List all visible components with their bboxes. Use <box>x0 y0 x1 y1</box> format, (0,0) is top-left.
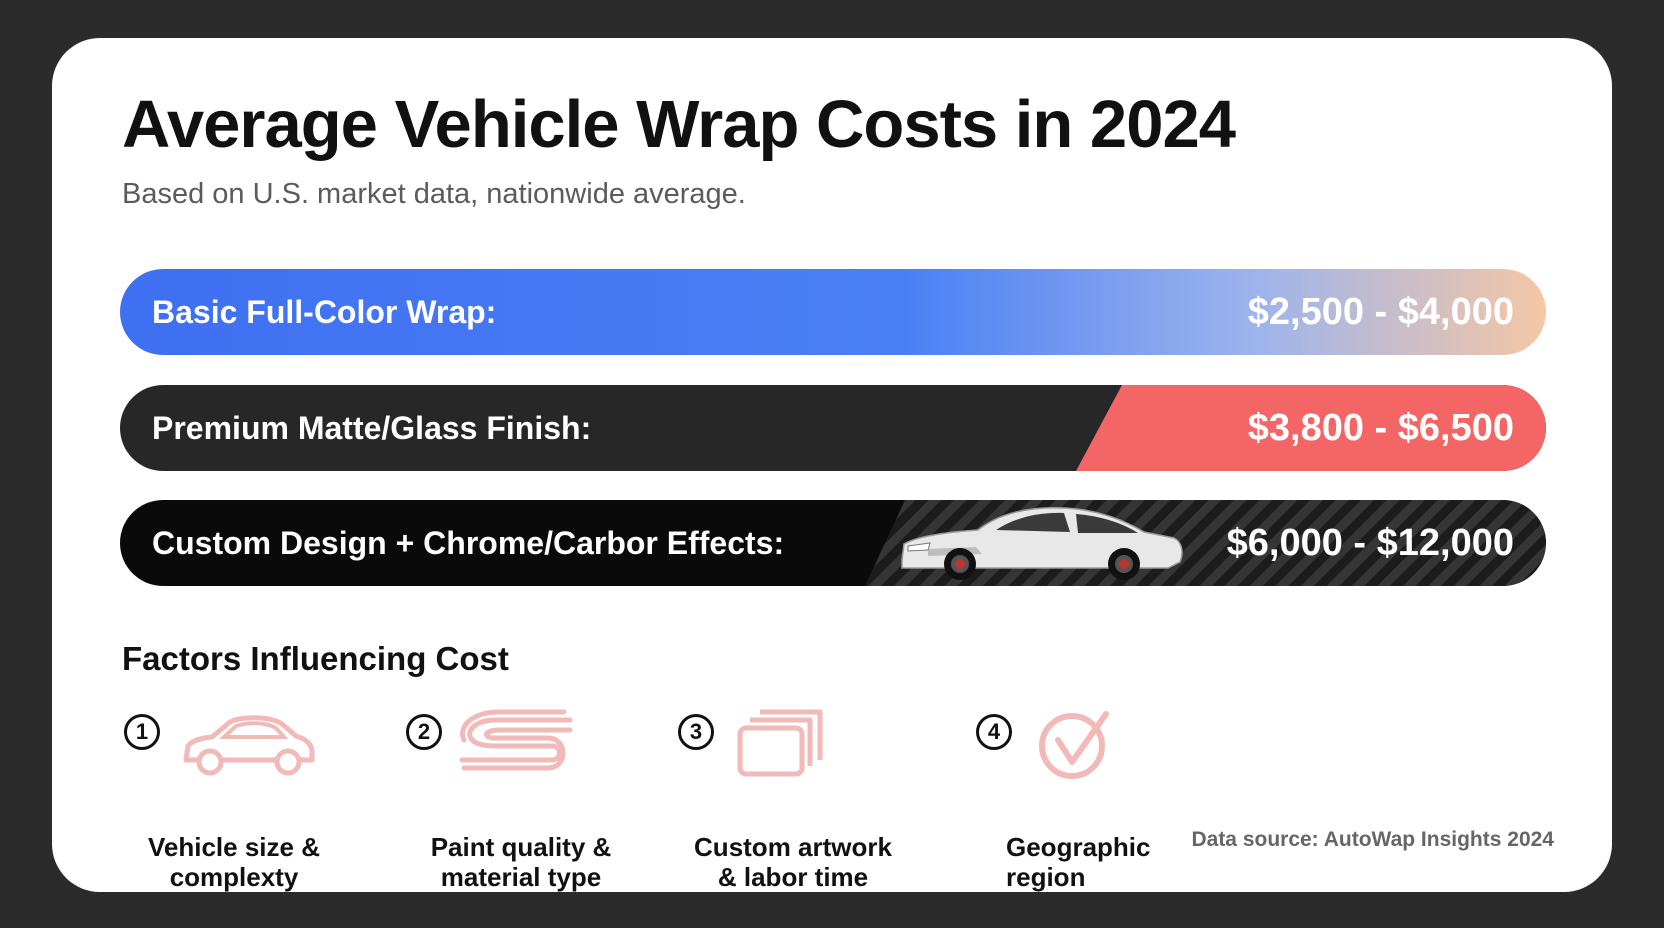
tier-price: $3,800 - $6,500 <box>1247 407 1514 449</box>
data-source-note: Data source: AutoWap Insights 2024 <box>1191 828 1554 851</box>
factor-item: 1 Vehicle size & complexty <box>124 706 344 892</box>
page-subtitle: Based on U.S. market data, nationwide av… <box>122 178 746 210</box>
factor-number: 3 <box>678 714 714 750</box>
premium-accent-shape <box>1076 385 1546 471</box>
page-title: Average Vehicle Wrap Costs in 2024 <box>122 87 1236 162</box>
tier-label: Premium Matte/Glass Finish: <box>152 410 592 446</box>
factor-item: 2 Paint quality & material type <box>406 706 626 892</box>
factor-item: 4 Geographic region <box>976 706 1196 892</box>
car-outline-icon <box>183 715 315 776</box>
factor-label-line: complexty <box>169 862 299 892</box>
tier-label: Custom Design + Chrome/Carbor Effects: <box>152 525 785 561</box>
factor-label: Custom artwork & labor time <box>678 832 908 892</box>
infographic-card: Average Vehicle Wrap Costs in 2024 Based… <box>52 38 1612 892</box>
tier-bar-premium: Premium Matte/Glass Finish: $3,800 - $6,… <box>120 385 1546 471</box>
factor-label-line: & labor time <box>717 862 869 892</box>
tier-label: Basic Full-Color Wrap: <box>152 294 497 330</box>
factor-label: Paint quality & material type <box>406 832 636 892</box>
tier-bar-custom: Custom Design + Chrome/Carbor Effects: $… <box>120 500 1546 586</box>
tier-bar-basic: Basic Full-Color Wrap: $2,500 - $4,000 <box>120 269 1546 355</box>
factor-label: Vehicle size & complexty <box>124 832 344 892</box>
factor-label-line: Paint quality & <box>430 832 612 862</box>
factor-label: Geographic region <box>1006 832 1151 892</box>
factor-label-line: region <box>1006 862 1086 892</box>
layers-icon <box>737 709 823 777</box>
location-check-icon <box>1039 711 1109 779</box>
factor-label-line: material type <box>440 862 602 892</box>
factors-heading: Factors Influencing Cost <box>122 640 509 677</box>
tier-price: $6,000 - $12,000 <box>1226 522 1514 564</box>
factor-number: 1 <box>124 714 160 750</box>
factor-number: 2 <box>406 714 442 750</box>
factor-label-line: Vehicle size & <box>148 832 320 862</box>
factor-label-line: Custom artwork <box>694 832 892 862</box>
factor-label-line: Geographic <box>1006 832 1151 862</box>
paint-swoosh-icon <box>459 709 573 771</box>
factor-number: 4 <box>976 714 1012 750</box>
factor-item: 3 Custom artwork & labor time <box>678 706 898 892</box>
sports-car-icon <box>901 506 1183 580</box>
tier-price: $2,500 - $4,000 <box>1247 291 1514 333</box>
